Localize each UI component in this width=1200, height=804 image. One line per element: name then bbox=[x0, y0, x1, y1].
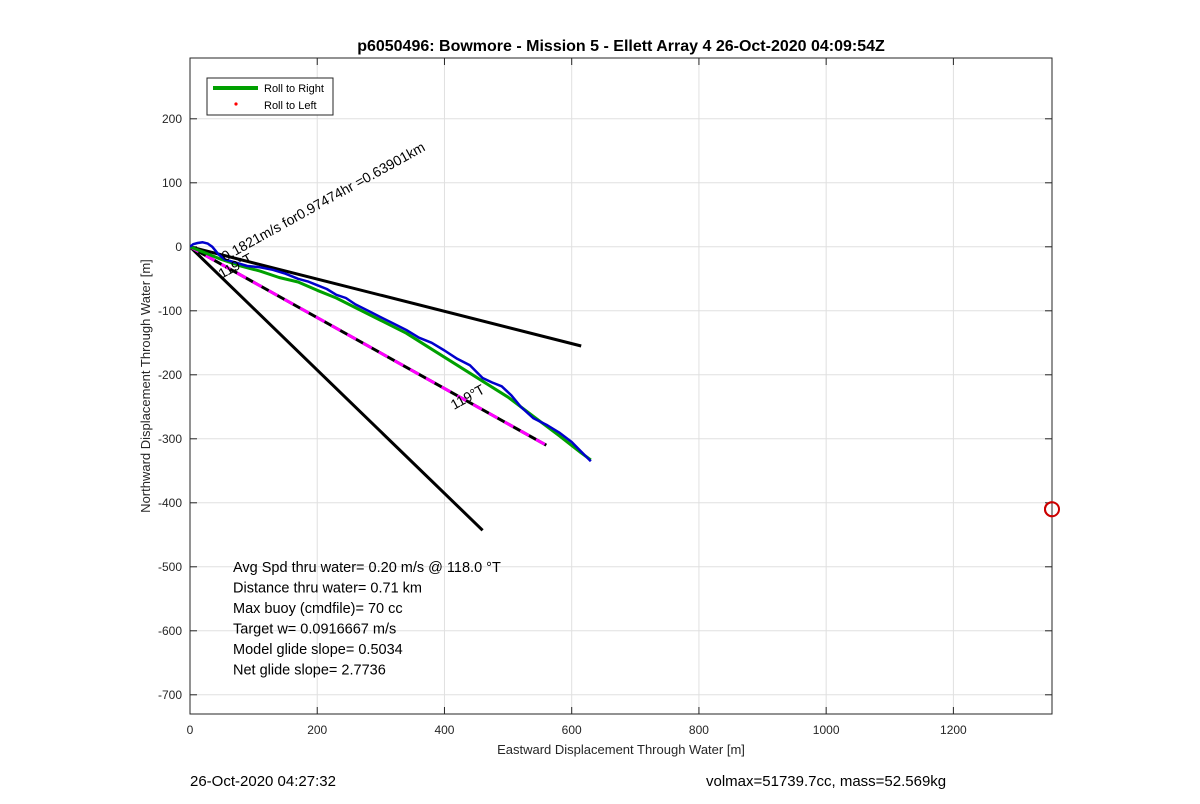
x-axis-label: Eastward Displacement Through Water [m] bbox=[497, 742, 745, 757]
stats-line-2: Distance thru water= 0.71 km bbox=[233, 581, 422, 597]
reference-line-1 bbox=[190, 245, 582, 348]
legend-box bbox=[206, 77, 334, 116]
x-tick-label: 1000 bbox=[813, 723, 840, 737]
x-tick-label: 400 bbox=[434, 723, 454, 737]
stats-line-5: Model glide slope= 0.5034 bbox=[233, 642, 403, 658]
legend-label-roll-right: Roll to Right bbox=[264, 83, 324, 95]
stats-line-3: Max buoy (cmdfile)= 70 cc bbox=[233, 601, 403, 617]
stats-line-6: Net glide slope= 2.7736 bbox=[233, 663, 386, 679]
y-tick-label: -700 bbox=[158, 688, 182, 702]
chart-title: p6050496: Bowmore - Mission 5 - Ellett A… bbox=[357, 38, 885, 55]
stats-line-4: Target w= 0.0916667 m/s bbox=[233, 622, 396, 638]
y-tick-label: -200 bbox=[158, 368, 182, 382]
plot-frame bbox=[189, 57, 1053, 715]
y-tick-label: -300 bbox=[158, 432, 182, 446]
series-blue-track bbox=[190, 241, 592, 463]
y-tick-label: -500 bbox=[158, 560, 182, 574]
data-layer bbox=[190, 241, 1052, 532]
x-tick-label: 1200 bbox=[940, 723, 967, 737]
y-axis-label: Northward Displacement Through Water [m] bbox=[138, 259, 153, 513]
x-tick-label: 600 bbox=[562, 723, 582, 737]
legend-label-roll-left: Roll to Left bbox=[264, 100, 317, 112]
footer-timestamp: 26-Oct-2020 04:27:32 bbox=[190, 773, 336, 790]
y-tick-label: -600 bbox=[158, 624, 182, 638]
x-tick-label: 200 bbox=[307, 723, 327, 737]
y-tick-label: 100 bbox=[162, 176, 182, 190]
average-track-dash bbox=[190, 245, 548, 447]
x-tick-label: 0 bbox=[187, 723, 194, 737]
y-tick-label: 200 bbox=[162, 112, 182, 126]
reference-line-2 bbox=[190, 245, 484, 532]
end-marker-outline bbox=[1044, 501, 1060, 518]
footer-vehicle-info: volmax=51739.7cc, mass=52.569kg bbox=[706, 773, 947, 790]
legend-swatch-roll-left bbox=[234, 102, 238, 106]
x-tick-label: 800 bbox=[689, 723, 709, 737]
y-tick-label: -100 bbox=[158, 304, 182, 318]
y-tick-label: 0 bbox=[175, 240, 182, 254]
stats-line-1: Avg Spd thru water= 0.20 m/s @ 118.0 °T bbox=[233, 560, 501, 576]
y-tick-label: -400 bbox=[158, 496, 182, 510]
